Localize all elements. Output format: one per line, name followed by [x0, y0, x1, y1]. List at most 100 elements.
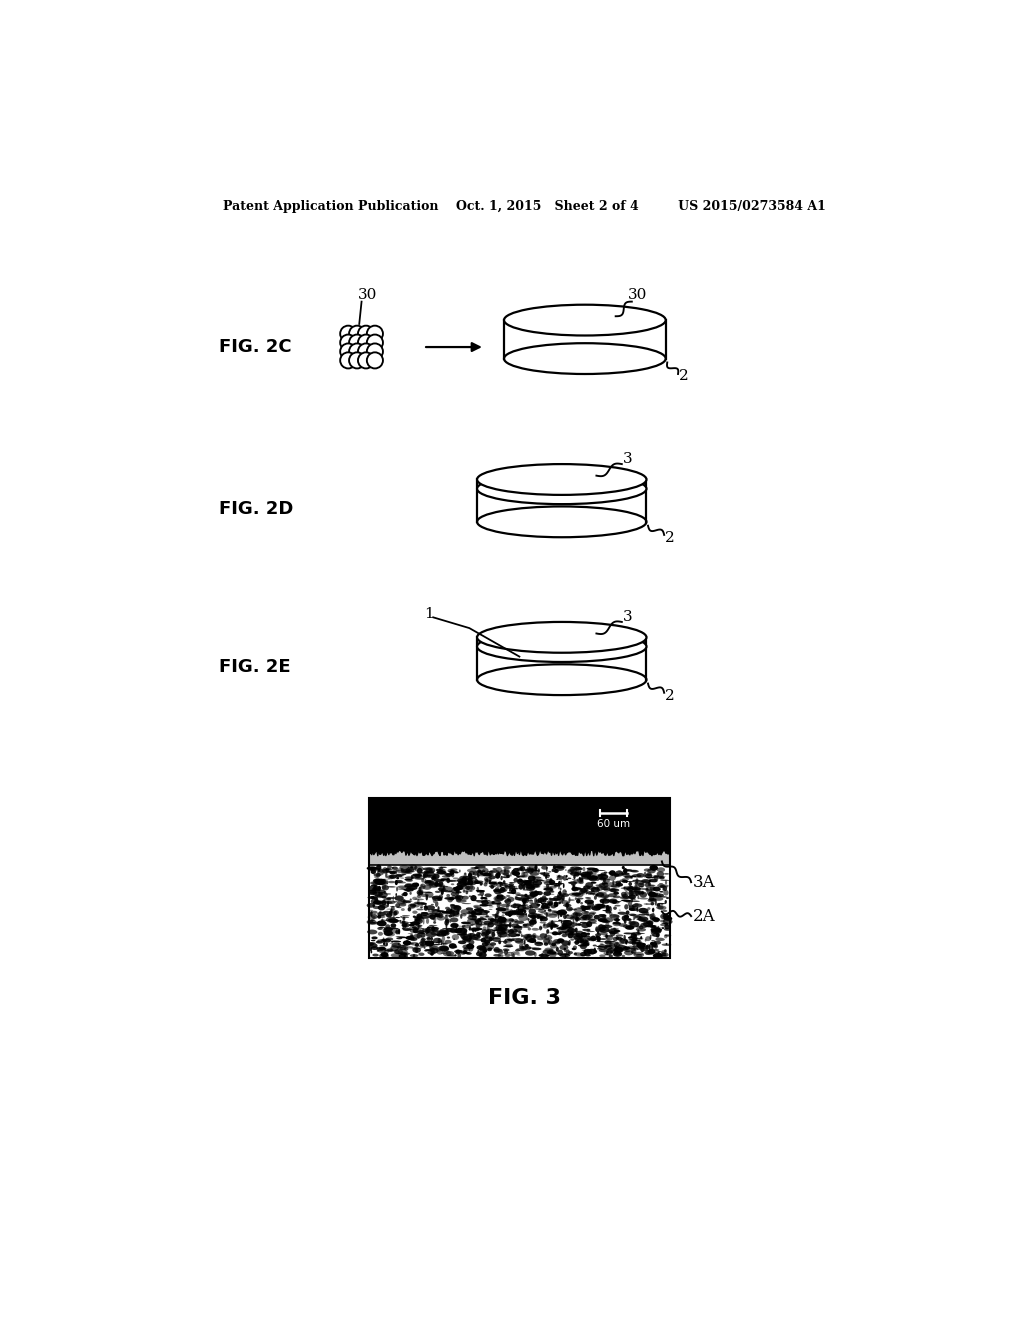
Ellipse shape	[569, 882, 577, 884]
Ellipse shape	[516, 880, 521, 882]
Ellipse shape	[452, 895, 459, 899]
Ellipse shape	[583, 886, 591, 890]
Ellipse shape	[368, 867, 375, 870]
Ellipse shape	[468, 879, 472, 884]
Ellipse shape	[479, 891, 484, 896]
Ellipse shape	[472, 915, 476, 920]
Ellipse shape	[419, 945, 425, 948]
Ellipse shape	[587, 886, 596, 890]
Ellipse shape	[477, 917, 487, 920]
Ellipse shape	[389, 949, 392, 950]
Ellipse shape	[639, 916, 641, 919]
Ellipse shape	[402, 892, 408, 896]
Ellipse shape	[570, 932, 573, 935]
Circle shape	[367, 352, 383, 368]
Ellipse shape	[610, 888, 616, 892]
Ellipse shape	[622, 915, 628, 921]
Ellipse shape	[389, 928, 398, 929]
Ellipse shape	[615, 880, 621, 884]
Ellipse shape	[588, 939, 596, 941]
Ellipse shape	[370, 920, 374, 924]
Ellipse shape	[386, 912, 392, 917]
Ellipse shape	[517, 876, 527, 878]
Ellipse shape	[424, 870, 434, 874]
Ellipse shape	[402, 940, 412, 945]
Ellipse shape	[654, 928, 660, 929]
Ellipse shape	[555, 866, 563, 869]
Ellipse shape	[562, 924, 568, 927]
Ellipse shape	[523, 936, 527, 941]
Ellipse shape	[489, 919, 501, 923]
Ellipse shape	[537, 891, 543, 895]
Ellipse shape	[636, 894, 638, 896]
Ellipse shape	[463, 952, 470, 954]
Circle shape	[349, 352, 366, 368]
Ellipse shape	[456, 949, 461, 954]
Ellipse shape	[639, 925, 643, 929]
Ellipse shape	[646, 873, 651, 876]
Ellipse shape	[663, 919, 673, 924]
Ellipse shape	[428, 879, 435, 886]
Ellipse shape	[597, 931, 599, 935]
Ellipse shape	[612, 880, 614, 884]
Ellipse shape	[552, 933, 560, 935]
Ellipse shape	[494, 888, 501, 892]
Ellipse shape	[462, 927, 464, 928]
Ellipse shape	[524, 869, 534, 873]
Bar	[370, 866, 670, 958]
Ellipse shape	[626, 900, 631, 903]
Ellipse shape	[410, 928, 417, 933]
Ellipse shape	[383, 898, 391, 900]
Ellipse shape	[598, 891, 607, 894]
Circle shape	[340, 334, 356, 351]
Ellipse shape	[505, 911, 514, 916]
Ellipse shape	[449, 898, 455, 900]
Ellipse shape	[586, 921, 592, 927]
Ellipse shape	[369, 867, 378, 871]
Ellipse shape	[402, 916, 406, 920]
Ellipse shape	[549, 952, 556, 958]
Ellipse shape	[468, 942, 471, 948]
Ellipse shape	[438, 945, 449, 950]
Ellipse shape	[636, 925, 641, 928]
Ellipse shape	[577, 888, 579, 891]
Ellipse shape	[382, 896, 386, 899]
Ellipse shape	[444, 873, 453, 876]
Ellipse shape	[588, 919, 595, 921]
Ellipse shape	[609, 913, 620, 919]
Ellipse shape	[475, 923, 480, 928]
Ellipse shape	[547, 950, 556, 956]
Ellipse shape	[636, 878, 639, 884]
Ellipse shape	[445, 874, 452, 875]
Ellipse shape	[468, 940, 474, 945]
Ellipse shape	[580, 940, 588, 944]
Ellipse shape	[384, 942, 388, 946]
Ellipse shape	[549, 949, 553, 953]
Ellipse shape	[468, 946, 473, 952]
Ellipse shape	[482, 927, 486, 931]
Ellipse shape	[371, 919, 375, 921]
Ellipse shape	[512, 931, 519, 932]
Ellipse shape	[505, 939, 507, 944]
Ellipse shape	[595, 927, 598, 932]
Ellipse shape	[536, 879, 542, 880]
Ellipse shape	[518, 915, 528, 921]
Ellipse shape	[454, 950, 464, 953]
Ellipse shape	[505, 939, 512, 942]
Ellipse shape	[435, 949, 442, 952]
Ellipse shape	[384, 928, 392, 931]
Ellipse shape	[555, 866, 566, 869]
Ellipse shape	[371, 884, 377, 886]
Ellipse shape	[640, 920, 650, 921]
Ellipse shape	[613, 874, 620, 876]
Ellipse shape	[380, 869, 383, 873]
Ellipse shape	[471, 923, 477, 924]
Ellipse shape	[606, 949, 608, 954]
Ellipse shape	[500, 933, 502, 939]
Ellipse shape	[549, 920, 560, 921]
Ellipse shape	[631, 937, 637, 942]
Ellipse shape	[421, 894, 429, 898]
Ellipse shape	[483, 950, 486, 953]
Ellipse shape	[424, 871, 435, 876]
Ellipse shape	[624, 919, 627, 924]
